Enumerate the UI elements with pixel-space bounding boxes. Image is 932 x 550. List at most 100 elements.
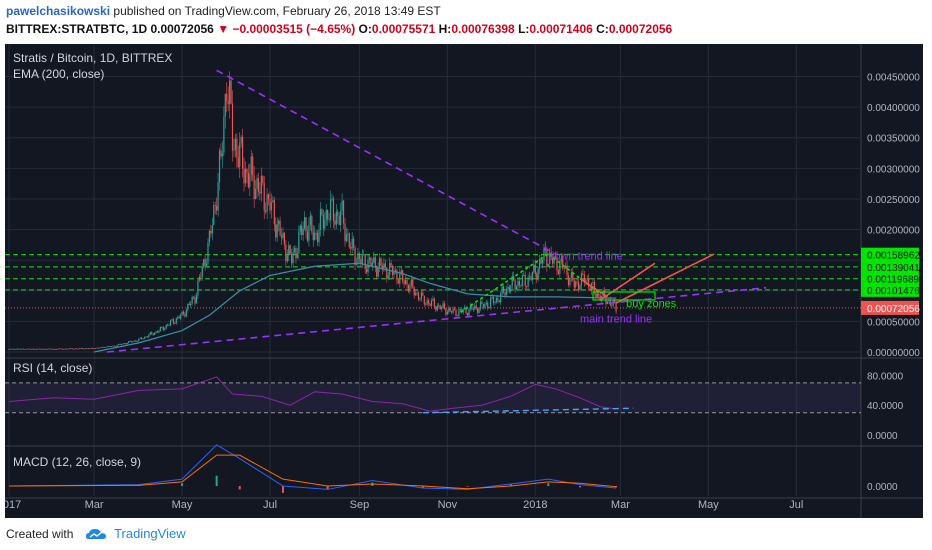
- candle-body: [197, 280, 199, 296]
- macd-title: MACD (12, 26, close, 9): [13, 455, 141, 469]
- candle-body: [321, 209, 323, 215]
- candle-body: [351, 238, 353, 249]
- candle-body: [77, 348, 79, 350]
- candle-body: [205, 263, 208, 266]
- time-tick-label: Jul: [789, 499, 803, 511]
- rsi-title: RSI (14, close): [13, 361, 92, 375]
- candle-body: [456, 315, 459, 317]
- candle-body: [192, 297, 195, 298]
- candle-body: [146, 336, 149, 338]
- author-name[interactable]: pawelchasikowski: [6, 4, 111, 18]
- candle-body: [243, 168, 245, 184]
- high-value: 0.00076398: [451, 22, 515, 36]
- time-tick-label: May: [698, 499, 719, 511]
- candle-body: [188, 303, 190, 306]
- candle-body: [554, 256, 557, 258]
- candle-body: [586, 278, 588, 280]
- candle-body: [143, 336, 146, 339]
- candle-body: [76, 348, 78, 350]
- candle-body: [386, 267, 388, 279]
- candle-body: [100, 347, 102, 348]
- candle-body: [273, 200, 275, 225]
- candle-body: [338, 216, 340, 225]
- candle-body: [423, 295, 425, 305]
- candle-body: [14, 349, 16, 350]
- candle-body: [433, 298, 435, 307]
- symbol-line: BITTREX:STRATBTC, 1D: [6, 22, 148, 36]
- time-tick-label: Jul: [263, 499, 277, 511]
- candle-body: [413, 287, 415, 296]
- candle-body: [410, 279, 412, 286]
- candle-body: [50, 348, 52, 350]
- candle-body: [503, 286, 505, 293]
- indicator-label-ema: EMA (200, close): [13, 67, 104, 81]
- candle-body: [407, 284, 410, 292]
- candle-body: [311, 215, 313, 232]
- candle-body: [556, 256, 558, 271]
- candle-body: [443, 303, 446, 309]
- candle-body: [316, 232, 319, 243]
- candle-body: [296, 253, 298, 259]
- candle-body: [148, 334, 150, 338]
- candle-body: [285, 244, 287, 262]
- candle-body: [592, 282, 594, 284]
- candle-body: [344, 223, 346, 242]
- tradingview-link[interactable]: TradingView: [114, 526, 186, 541]
- candle-body: [507, 287, 509, 289]
- level-price-label: 0.00101476: [867, 286, 920, 297]
- candle-body: [462, 309, 464, 313]
- candle-body: [9, 348, 12, 350]
- candle-body: [87, 348, 89, 350]
- candle-body: [84, 348, 87, 350]
- candle-body: [145, 336, 147, 338]
- candle-body: [614, 300, 616, 304]
- candle-body: [562, 258, 564, 268]
- candle-body: [30, 348, 32, 350]
- candle-body: [198, 276, 200, 281]
- candle-body: [27, 348, 29, 350]
- price-tick-label: 0.00050000: [867, 317, 920, 328]
- candle-body: [283, 232, 286, 245]
- candle-body: [203, 259, 205, 267]
- candle-body: [93, 348, 95, 350]
- candle-body: [57, 348, 59, 350]
- candle-body: [279, 220, 281, 236]
- candle-body: [451, 311, 453, 313]
- candle-body: [373, 257, 375, 263]
- candle-body: [119, 344, 121, 345]
- chart-area[interactable]: 0.00450000 0.00400000 0.00350000 0.00300000…: [5, 44, 923, 518]
- candle-body: [543, 247, 545, 261]
- candle-body: [217, 182, 219, 211]
- candle-body: [51, 348, 53, 350]
- candle-body: [409, 285, 411, 292]
- candle-body: [371, 262, 373, 266]
- candle-body: [179, 315, 182, 319]
- candle-body: [260, 176, 262, 194]
- candle-body: [63, 348, 65, 350]
- candle-body: [531, 272, 534, 281]
- candle-body: [208, 230, 211, 243]
- candles: [8, 71, 617, 350]
- candle-body: [117, 344, 120, 346]
- high-label: H:: [438, 22, 452, 36]
- candle-body: [494, 302, 496, 304]
- candle-body: [479, 301, 482, 309]
- chart-svg[interactable]: 0.00450000 0.00400000 0.00350000 0.00300000…: [5, 44, 923, 518]
- candle-body: [579, 285, 581, 290]
- candle-body: [387, 275, 389, 279]
- candle-body: [109, 346, 111, 348]
- candle-body: [236, 138, 238, 158]
- macd-histogram-bar: [615, 486, 618, 488]
- candle-body: [589, 286, 591, 291]
- candle-body: [81, 348, 84, 349]
- candle-body: [376, 267, 378, 277]
- candle-body: [396, 270, 398, 281]
- candle-body: [394, 270, 397, 272]
- candle-body: [497, 298, 499, 301]
- candle-body: [66, 348, 68, 350]
- candle-body: [337, 211, 339, 217]
- candle-body: [200, 276, 202, 278]
- candle-body: [505, 288, 508, 296]
- candle-body: [55, 348, 58, 350]
- candle-body: [167, 324, 169, 326]
